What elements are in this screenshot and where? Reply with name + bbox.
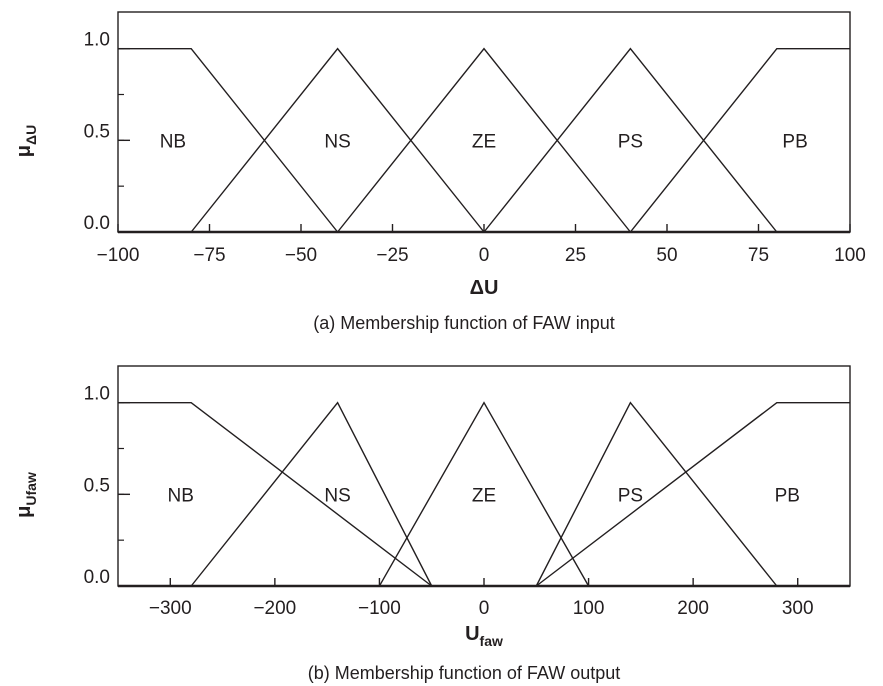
term-label-ps: PS xyxy=(618,131,643,152)
y-axis-title: μUfaw xyxy=(13,472,39,518)
membership-line-nb xyxy=(118,47,339,233)
x-tick-label: 300 xyxy=(782,598,814,619)
term-label-pb: PB xyxy=(775,485,800,506)
term-label-nb: NB xyxy=(160,131,186,152)
y-tick-label: 0.0 xyxy=(84,213,110,234)
term-label-ze: ZE xyxy=(472,485,496,506)
x-tick-label: 100 xyxy=(573,598,605,619)
membership-line-pb xyxy=(629,47,850,233)
membership-line-ze xyxy=(337,47,631,233)
y-tick-label: 1.0 xyxy=(84,30,110,51)
x-tick-label: 50 xyxy=(656,245,677,266)
x-tick-label: 25 xyxy=(565,245,586,266)
membership-line-ps xyxy=(535,401,778,587)
y-tick-label: 0.5 xyxy=(84,475,110,496)
x-axis-title-sub: faw xyxy=(480,633,503,649)
x-tick-label: −200 xyxy=(253,598,296,619)
term-label-nb: NB xyxy=(168,485,194,506)
figure-caption: (a) Membership function of FAW input xyxy=(313,313,614,333)
membership-line-ns xyxy=(190,401,433,587)
membership-line-ze xyxy=(378,401,590,587)
y-axis-title-main: μ xyxy=(13,145,35,157)
figure-caption: (b) Membership function of FAW output xyxy=(308,663,620,683)
x-tick-label: −75 xyxy=(193,245,225,266)
x-tick-label: −300 xyxy=(149,598,192,619)
term-label-ze: ZE xyxy=(472,131,496,152)
membership-line-pb xyxy=(535,401,850,587)
plot-frame xyxy=(117,11,851,233)
y-tick-label: 0.5 xyxy=(84,121,110,142)
x-tick-label: 200 xyxy=(677,598,709,619)
y-axis-title: μΔU xyxy=(13,125,39,157)
x-axis-title-main: U xyxy=(465,623,479,645)
term-label-pb: PB xyxy=(782,131,807,152)
x-tick-label: 0 xyxy=(479,598,490,619)
chart-input-membership: −100 −75 −50 −25 0 25 50 75 100 0.0 0.5 1.0 NB NS ZE PS… xyxy=(13,11,866,333)
y-tick-label: 1.0 xyxy=(84,384,110,405)
x-tick-label: 75 xyxy=(748,245,769,266)
x-axis-title: Ufaw xyxy=(465,623,503,649)
x-axis-title: ΔU xyxy=(470,277,499,299)
x-axis-title-main: ΔU xyxy=(470,277,499,299)
term-label-ps: PS xyxy=(618,485,643,506)
term-label-ns: NS xyxy=(324,131,350,152)
membership-line-ns xyxy=(190,47,485,233)
x-tick-label: 100 xyxy=(834,245,866,266)
plot-frame xyxy=(117,365,851,587)
x-tick-label: 0 xyxy=(479,245,490,266)
y-tick-label: 0.0 xyxy=(84,567,110,588)
chart-output-membership: −300 −200 −100 0 100 200 300 0.0 0.5 1.0 NB NS ZE PS P… xyxy=(13,365,851,683)
membership-line-ps xyxy=(483,47,778,233)
y-axis-title-sub: Ufaw xyxy=(23,472,39,506)
x-tick-label: −100 xyxy=(358,598,401,619)
y-axis-title-sub: ΔU xyxy=(23,125,39,145)
y-axis-title-main: μ xyxy=(13,506,35,518)
membership-line-nb xyxy=(118,401,433,587)
x-tick-label: −100 xyxy=(97,245,140,266)
term-label-ns: NS xyxy=(324,485,350,506)
x-tick-label: −50 xyxy=(285,245,317,266)
x-tick-label: −25 xyxy=(376,245,408,266)
